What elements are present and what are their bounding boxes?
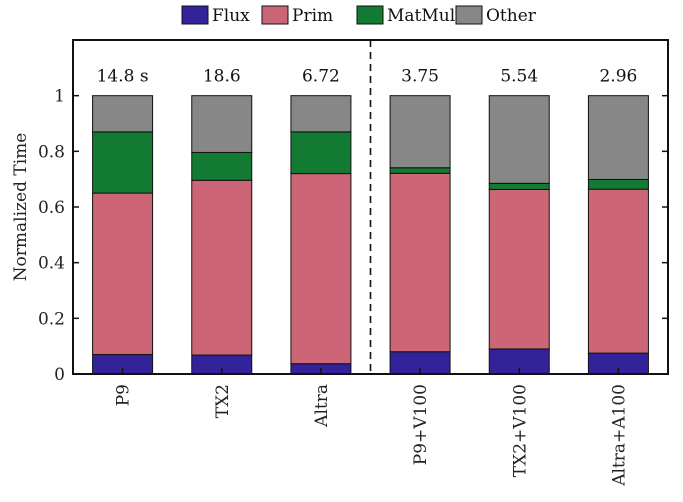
bar-annotations: 14.8 s 18.6 6.72 3.75 5.54 2.96 bbox=[97, 67, 638, 87]
x-tick-label-p9: P9 bbox=[114, 384, 134, 406]
bar-segment-other-altra-a100 bbox=[587, 95, 649, 180]
bar-segment-prim-p9-v100 bbox=[389, 172, 451, 353]
legend-label-matmul: MatMul bbox=[387, 6, 455, 26]
x-tick-label-tx2: TX2 bbox=[213, 384, 233, 418]
bar-segment-other-p9 bbox=[92, 95, 154, 133]
x-tick-label-tx2-v100: TX2+V100 bbox=[510, 384, 530, 477]
bar-segment-prim-p9 bbox=[92, 192, 154, 356]
bars bbox=[92, 95, 649, 375]
y-tick-label: 0.8 bbox=[38, 142, 65, 162]
legend-swatch-prim bbox=[261, 5, 289, 25]
x-tick-label-p9-v100: P9+V100 bbox=[411, 384, 431, 465]
y-tick-label: 0.4 bbox=[38, 254, 65, 274]
bar-segment-prim-tx2 bbox=[191, 179, 253, 356]
legend: Flux Prim MatMul Other bbox=[181, 5, 537, 26]
bar-segment-matmul-p9 bbox=[92, 131, 154, 194]
bar-total-label-altra: 6.72 bbox=[302, 67, 340, 87]
y-axis-label: Normalized Time bbox=[11, 133, 31, 282]
y-tick-label: 1 bbox=[54, 87, 65, 107]
bar-total-label-p9: 14.8 s bbox=[97, 67, 149, 87]
bar-segment-matmul-altra bbox=[290, 131, 352, 175]
y-axis: 0 0.2 0.4 0.6 0.8 1 bbox=[38, 87, 668, 385]
bar-segment-other-altra bbox=[290, 95, 352, 133]
y-tick-label: 0.2 bbox=[38, 309, 65, 329]
bar-total-label-altra-a100: 2.96 bbox=[599, 67, 637, 87]
x-axis: P9 TX2 Altra P9+V100 TX2+V100 Altra+A100 bbox=[114, 368, 629, 487]
bar-segment-prim-altra-a100 bbox=[587, 188, 649, 354]
bar-segment-other-p9-v100 bbox=[389, 95, 451, 169]
bar-total-label-p9-v100: 3.75 bbox=[401, 67, 439, 87]
bar-segment-matmul-p9-v100 bbox=[389, 167, 451, 174]
legend-label-flux: Flux bbox=[212, 6, 250, 26]
bar-segment-matmul-tx2-v100 bbox=[488, 182, 550, 190]
bar-segment-matmul-altra-a100 bbox=[587, 178, 649, 190]
bar-segment-matmul-tx2 bbox=[191, 151, 253, 181]
bar-segment-other-tx2-v100 bbox=[488, 95, 550, 184]
legend-label-other: Other bbox=[486, 6, 537, 26]
y-tick-label: 0.6 bbox=[38, 198, 65, 218]
bar-segment-prim-altra bbox=[290, 173, 352, 365]
bar-total-label-tx2-v100: 5.54 bbox=[500, 67, 538, 87]
y-tick-label: 0 bbox=[54, 365, 65, 385]
legend-swatch-flux bbox=[181, 5, 209, 25]
bar-segment-other-tx2 bbox=[191, 95, 253, 153]
bar-total-label-tx2: 18.6 bbox=[203, 67, 241, 87]
x-tick-label-altra-a100: Altra+A100 bbox=[609, 384, 629, 487]
legend-swatch-other bbox=[455, 5, 483, 25]
legend-swatch-matmul bbox=[356, 5, 384, 25]
x-tick-label-altra: Altra bbox=[312, 384, 332, 428]
legend-label-prim: Prim bbox=[292, 6, 333, 26]
bar-segment-prim-tx2-v100 bbox=[488, 188, 550, 350]
